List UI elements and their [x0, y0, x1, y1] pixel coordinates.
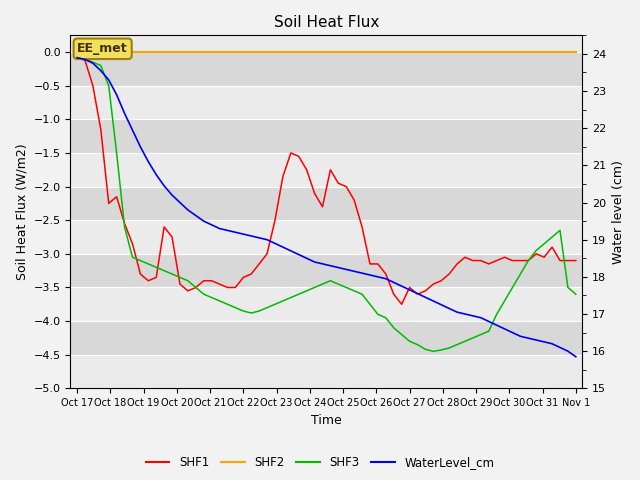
X-axis label: Time: Time [311, 414, 342, 427]
Bar [70, 153, 582, 187]
Bar [70, 254, 582, 288]
Bar [70, 355, 582, 388]
Y-axis label: Soil Heat Flux (W/m2): Soil Heat Flux (W/m2) [15, 144, 28, 280]
Bar [70, 220, 582, 254]
Y-axis label: Water level (cm): Water level (cm) [612, 160, 625, 264]
Text: EE_met: EE_met [77, 42, 128, 55]
Title: Soil Heat Flux: Soil Heat Flux [274, 15, 379, 30]
Bar [70, 52, 582, 86]
Legend: SHF1, SHF2, SHF3, WaterLevel_cm: SHF1, SHF2, SHF3, WaterLevel_cm [141, 452, 499, 474]
Bar [70, 86, 582, 120]
Bar [70, 187, 582, 220]
Bar [70, 120, 582, 153]
Bar [70, 288, 582, 321]
Bar [70, 321, 582, 355]
